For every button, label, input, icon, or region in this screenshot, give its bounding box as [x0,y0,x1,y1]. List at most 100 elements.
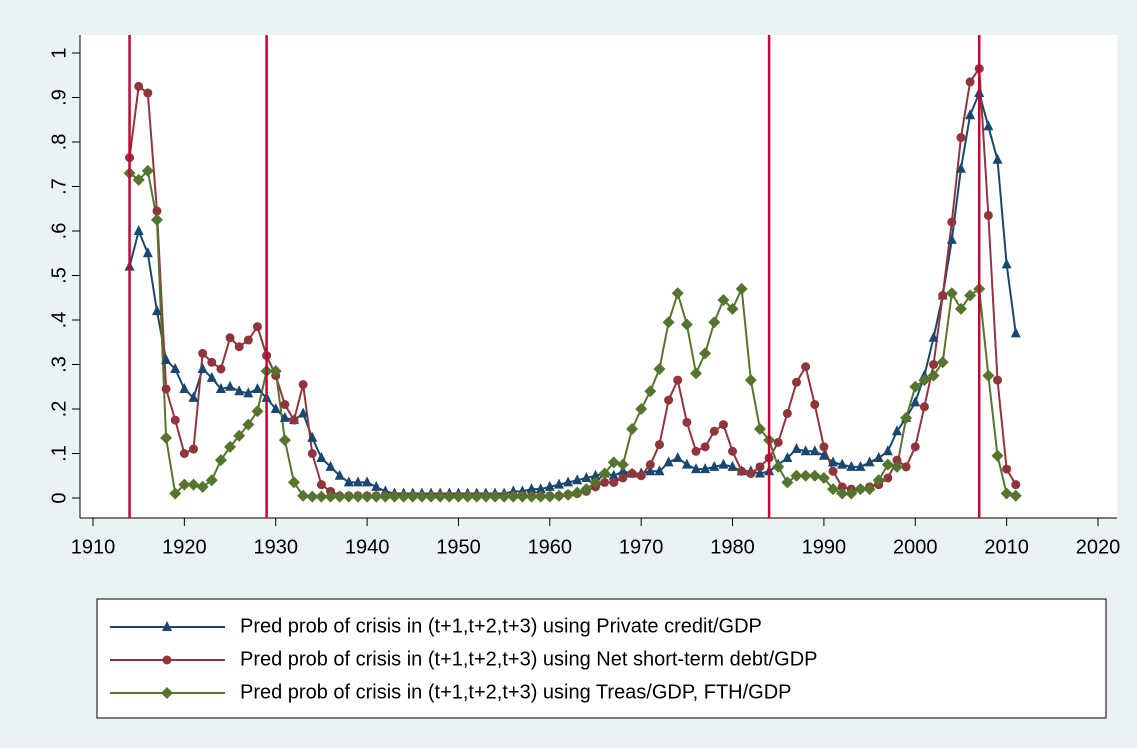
marker [691,446,701,456]
marker [929,360,939,369]
marker [334,469,345,480]
marker [507,490,520,503]
marker [837,458,848,469]
marker [891,460,903,473]
marker [681,458,692,469]
marker [772,460,785,473]
marker [845,487,858,500]
marker [297,489,310,502]
x-tick-label: 1930 [253,536,298,558]
marker [269,365,282,378]
marker [342,490,355,503]
x-tick-label: 1940 [345,536,390,558]
y-tick-label: .3 [48,356,70,373]
x-tick-label: 1950 [436,536,481,558]
marker [808,469,821,482]
marker [470,490,483,503]
marker [252,382,263,393]
marker [598,467,611,480]
marker [727,460,738,471]
marker [552,489,565,502]
marker [746,469,756,479]
marker [205,474,218,487]
marker [324,490,337,503]
marker [901,462,911,472]
marker [645,465,656,476]
marker [388,490,401,503]
marker [1009,489,1022,502]
marker [234,385,245,396]
marker [754,467,765,478]
marker [298,380,308,390]
marker [700,442,710,452]
legend [96,598,1107,719]
marker [947,217,957,227]
marker [406,490,419,503]
marker [810,400,820,410]
marker [644,385,657,398]
marker [662,316,675,329]
marker [298,407,309,418]
marker [673,375,683,385]
marker [791,443,802,454]
marker [434,490,447,503]
marker [461,490,474,503]
marker [846,460,857,471]
marker [718,420,728,430]
marker [279,411,290,422]
marker [361,490,374,503]
marker [580,483,593,496]
marker [143,88,153,98]
marker [717,293,730,306]
marker [653,362,666,375]
marker [900,411,913,424]
marker [315,490,328,503]
y-tick-label: 0 [48,492,70,503]
marker [270,403,281,413]
x-tick-label: 2010 [984,536,1029,558]
marker [993,375,1002,385]
marker [927,369,940,382]
marker [991,449,1004,462]
marker [197,362,208,373]
marker [799,469,812,482]
marker [682,417,692,427]
marker [965,77,975,87]
marker [817,471,830,484]
legend-marker [162,655,172,665]
marker [755,462,765,472]
marker [709,460,720,471]
marker [892,425,902,436]
marker [735,282,748,295]
x-tick-label: 1910 [71,536,116,558]
marker [872,474,885,487]
marker [224,440,237,453]
marker [214,454,227,467]
x-tick-label: 1920 [162,536,207,558]
marker [316,480,326,490]
marker [626,423,639,436]
marker [526,483,537,494]
marker [1011,480,1021,490]
marker [553,478,564,489]
marker [141,164,154,177]
marker [664,395,674,405]
legend-marker [161,687,173,699]
marker [792,377,801,387]
marker [680,318,693,331]
y-tick-label: .6 [48,223,70,240]
marker [836,487,849,500]
marker [718,458,729,469]
marker [854,483,867,496]
marker [562,488,575,501]
marker [1000,487,1013,500]
marker [790,469,803,482]
marker [179,449,189,458]
marker [225,380,236,391]
marker [215,382,226,393]
marker [572,474,583,485]
marker [709,426,719,436]
x-tick-label: 2020 [1076,536,1121,558]
marker [864,456,875,467]
